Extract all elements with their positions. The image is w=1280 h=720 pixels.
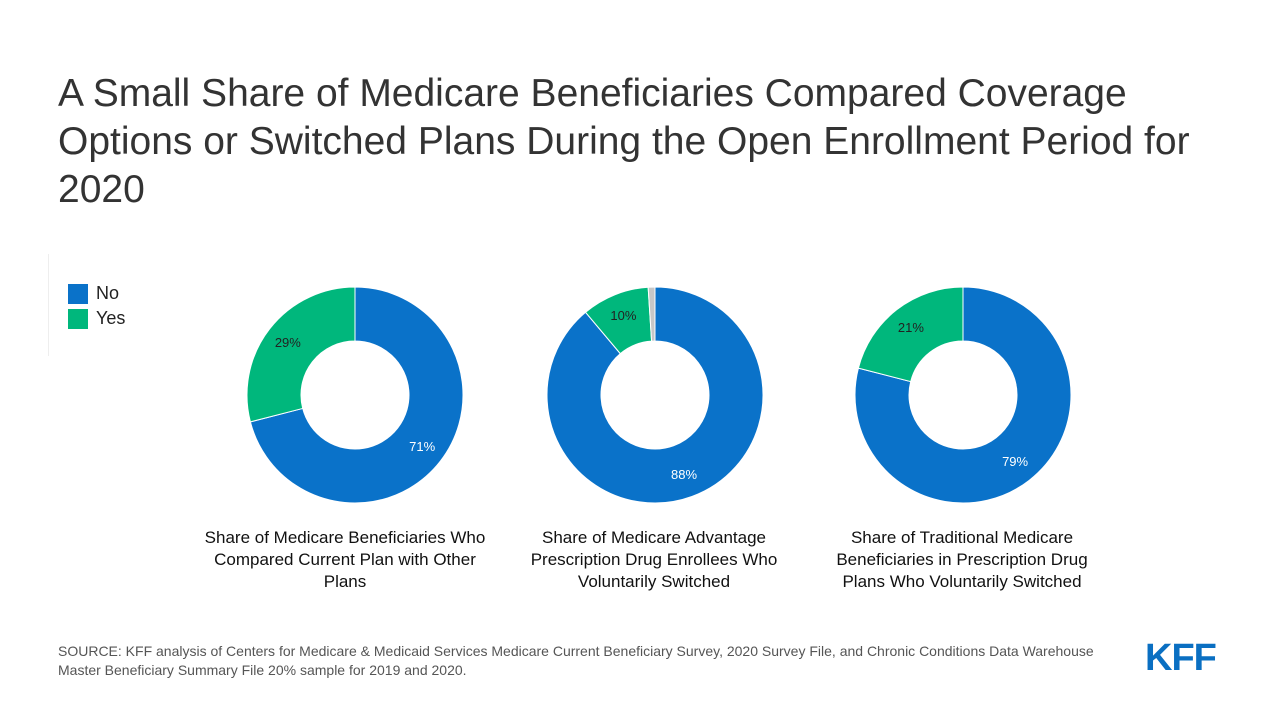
legend-item-yes: Yes (68, 306, 125, 331)
donut-chart-compared: 71% 29% (246, 286, 464, 504)
donut-caption-tm-switched: Share of Traditional Medicare Beneficiar… (836, 528, 1088, 591)
legend-label-yes: Yes (96, 308, 126, 328)
donut-slice-other (647, 286, 656, 342)
donut-slice-no (249, 286, 464, 504)
donut-label-no: 88% (671, 467, 697, 482)
donut-chart-ma-switched: 88% 10% (546, 286, 764, 504)
source-note: SOURCE: KFF analysis of Centers for Medi… (58, 643, 1094, 678)
legend-swatch-no (68, 283, 88, 304)
kff-logo: KFF (1145, 637, 1217, 679)
legend-swatch-yes (68, 308, 88, 329)
legend-item-no: No (68, 281, 125, 306)
donut-slice-yes (246, 286, 356, 423)
donut-slice-no (546, 286, 764, 504)
donut-label-no: 71% (409, 439, 435, 454)
donut-caption-compared: Share of Medicare Beneficiaries Who Comp… (204, 528, 486, 591)
donut-label-yes: 29% (275, 335, 301, 350)
legend-divider (48, 254, 49, 356)
legend: No Yes (68, 281, 125, 331)
donut-slice-no (854, 286, 1072, 504)
donut-chart-tm-switched: 79% 21% (854, 286, 1072, 504)
donut-label-yes: 21% (898, 320, 924, 335)
donut-caption-ma-switched: Share of Medicare Advantage Prescription… (530, 528, 778, 591)
chart-title: A Small Share of Medicare Beneficiaries … (58, 72, 1190, 211)
legend-label-no: No (96, 283, 120, 303)
donut-label-yes: 10% (610, 308, 636, 323)
donut-label-no: 79% (1002, 454, 1028, 469)
donut-slice-yes (857, 286, 964, 383)
